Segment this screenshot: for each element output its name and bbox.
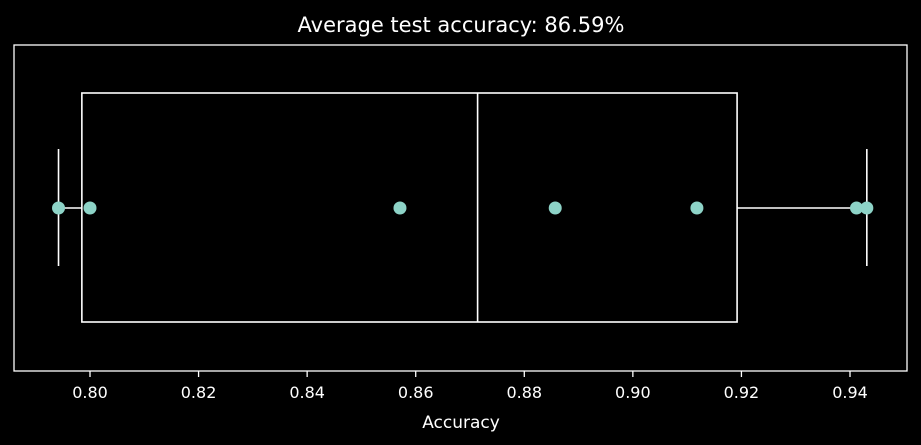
x-axis: 0.80 0.82 0.84 0.86 0.88 0.90 0.92 0.94 (72, 371, 868, 402)
data-point (393, 201, 407, 215)
data-point (548, 201, 562, 215)
x-axis-label: Accuracy (422, 413, 500, 433)
box-layer (57, 92, 868, 323)
data-point (52, 201, 66, 215)
x-tick-label: 0.82 (181, 383, 217, 402)
x-tick-label: 0.80 (72, 383, 108, 402)
iqr-box (81, 92, 738, 323)
x-tick-label: 0.86 (398, 383, 434, 402)
x-tick-label: 0.90 (615, 383, 651, 402)
chart-title: Average test accuracy: 86.59% (298, 13, 625, 37)
x-tick-label: 0.84 (289, 383, 325, 402)
data-point (83, 201, 97, 215)
x-tick-label: 0.94 (832, 383, 868, 402)
x-tick-label: 0.88 (506, 383, 542, 402)
points-layer (52, 201, 874, 215)
data-point (860, 201, 874, 215)
data-point (850, 201, 864, 215)
plot-frame (13, 44, 908, 372)
data-point (690, 201, 704, 215)
x-tick-label: 0.92 (724, 383, 760, 402)
